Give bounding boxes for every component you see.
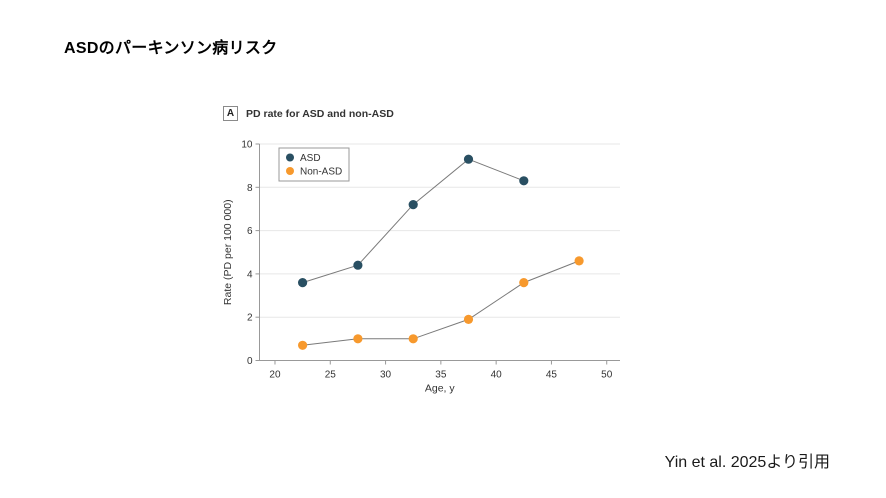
x-tick-label: 40 [491,370,503,381]
x-tick-label: 30 [380,370,392,381]
data-point [353,260,363,270]
legend-swatch [286,153,294,162]
series-asd [298,154,529,288]
legend-swatch [286,167,294,175]
line-chart: 0 2 4 6 8 10 20 25 30 35 40 45 50 Age, y Rate (PD per … [222,140,620,395]
panel-header: A PD rate for ASD and non-ASD [223,106,394,121]
data-point [574,256,584,266]
y-axis-ticks: 0 2 4 6 8 10 [241,140,260,367]
series-non-asd [298,256,584,350]
y-tick-label: 4 [247,269,253,280]
x-tick-label: 25 [325,370,337,381]
legend: ASD Non-ASD [278,147,350,182]
panel-label-box: A [223,106,238,121]
legend-label: ASD [300,153,321,164]
y-tick-label: 0 [247,356,253,367]
y-tick-label: 10 [241,140,253,151]
data-point [408,334,418,344]
x-tick-label: 50 [601,370,613,381]
x-axis-title: Age, y [425,383,456,395]
data-point [353,334,363,344]
legend-label: Non-ASD [300,167,342,178]
data-point [463,314,474,324]
x-axis-ticks: 20 25 30 35 40 45 50 [269,360,613,381]
gridlines [259,143,620,318]
series-line [302,260,580,346]
legend-box [278,147,350,182]
data-point [519,278,529,288]
y-tick-label: 8 [247,183,253,194]
data-point [463,154,474,164]
y-tick-label: 6 [247,226,253,237]
y-axis-title: Rate (PD per 100 000) [222,199,234,305]
chart-panel: A PD rate for ASD and non-ASD 0 2 4 6 8 10 20 2… [195,95,655,407]
data-point [298,278,308,288]
chart-title: PD rate for ASD and non-ASD [246,107,394,120]
data-point [408,200,418,210]
x-tick-label: 20 [269,370,281,381]
x-tick-label: 35 [435,370,447,381]
x-tick-label: 45 [546,370,558,381]
data-point [519,176,529,186]
citation: Yin et al. 2025より引用 [664,454,830,471]
page-title: ASDのパーキンソン病リスク [64,40,278,57]
data-point [298,340,308,350]
y-tick-label: 2 [247,313,253,324]
